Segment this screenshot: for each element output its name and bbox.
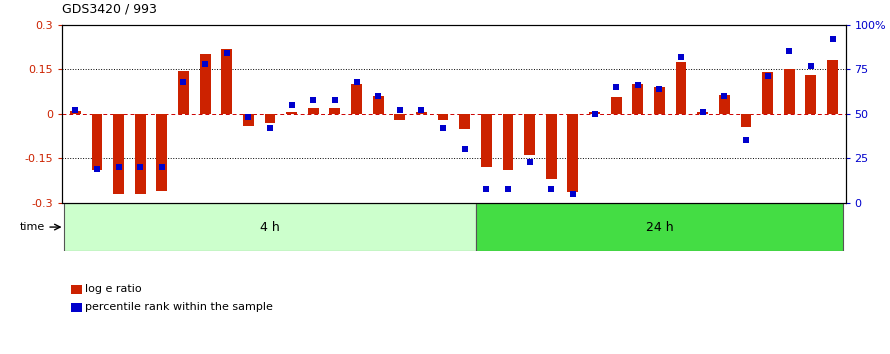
Bar	[524, 114, 535, 155]
Bar	[113, 114, 124, 194]
Bar	[178, 71, 189, 114]
Bar	[827, 61, 837, 114]
Bar	[633, 84, 643, 114]
Bar	[287, 112, 297, 114]
Bar	[222, 48, 232, 114]
Bar	[589, 112, 600, 114]
Bar	[438, 114, 449, 120]
Bar	[475, 203, 844, 251]
Bar	[784, 69, 795, 114]
Bar	[92, 114, 102, 170]
Text: percentile rank within the sample: percentile rank within the sample	[85, 302, 273, 312]
Text: 24 h: 24 h	[645, 221, 673, 234]
Bar	[676, 62, 686, 114]
Bar	[70, 111, 81, 114]
Bar	[568, 114, 579, 193]
Bar	[329, 108, 340, 114]
Bar	[134, 114, 146, 194]
Bar	[308, 108, 319, 114]
Bar	[199, 55, 211, 114]
Bar	[719, 95, 730, 114]
Text: GDS3420 / 993: GDS3420 / 993	[62, 3, 158, 16]
Bar	[503, 114, 514, 170]
Bar	[157, 114, 167, 191]
Bar	[243, 114, 254, 126]
Bar	[373, 96, 384, 114]
Bar	[394, 114, 405, 120]
Bar	[64, 203, 475, 251]
Bar	[805, 75, 816, 114]
Bar	[740, 114, 751, 127]
Bar	[416, 112, 427, 114]
Bar	[352, 84, 362, 114]
Text: time: time	[20, 222, 45, 232]
Bar	[611, 97, 621, 114]
Bar	[654, 87, 665, 114]
Bar	[264, 114, 275, 123]
Bar	[697, 112, 708, 114]
Bar	[481, 114, 492, 167]
Bar	[546, 114, 556, 179]
Text: 4 h: 4 h	[260, 221, 279, 234]
Bar	[459, 114, 470, 129]
Text: log e ratio: log e ratio	[85, 284, 142, 294]
Bar	[762, 72, 773, 114]
